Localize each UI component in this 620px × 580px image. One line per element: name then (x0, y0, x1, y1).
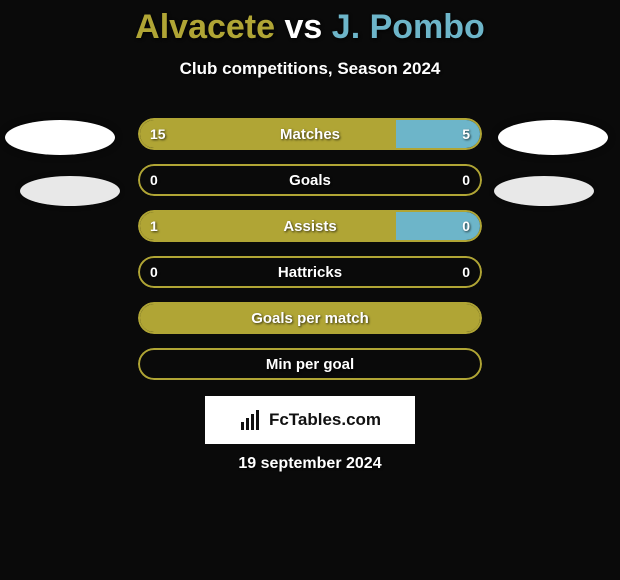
stat-label: Min per goal (138, 348, 482, 380)
stat-row: 10Assists (138, 210, 482, 242)
stat-row: Goals per match (138, 302, 482, 334)
chart-icon (239, 408, 263, 432)
stat-label: Assists (138, 210, 482, 242)
fctables-logo: FcTables.com (205, 396, 415, 444)
subtitle: Club competitions, Season 2024 (0, 59, 620, 79)
stat-label: Goals (138, 164, 482, 196)
stat-label: Hattricks (138, 256, 482, 288)
stat-row: 00Hattricks (138, 256, 482, 288)
title-player2: J. Pombo (332, 8, 485, 46)
title-vs: vs (285, 8, 323, 46)
title-player1: Alvacete (135, 8, 275, 46)
stat-label: Matches (138, 118, 482, 150)
stat-rows: 155Matches 00Goals 10Assists 00Hattricks Goa… (138, 118, 482, 394)
comparison-infographic: Alvacete vs J. Pombo Club competitions, … (0, 0, 620, 580)
page-title: Alvacete vs J. Pombo (0, 0, 620, 47)
player2-avatar (498, 120, 608, 155)
stat-row: Min per goal (138, 348, 482, 380)
player2-avatar-shadow (494, 176, 594, 206)
player1-avatar-shadow (20, 176, 120, 206)
logo-text: FcTables.com (269, 410, 381, 430)
stat-row: 155Matches (138, 118, 482, 150)
date-text: 19 september 2024 (0, 455, 620, 473)
stat-row: 00Goals (138, 164, 482, 196)
stat-label: Goals per match (138, 302, 482, 334)
player1-avatar (5, 120, 115, 155)
